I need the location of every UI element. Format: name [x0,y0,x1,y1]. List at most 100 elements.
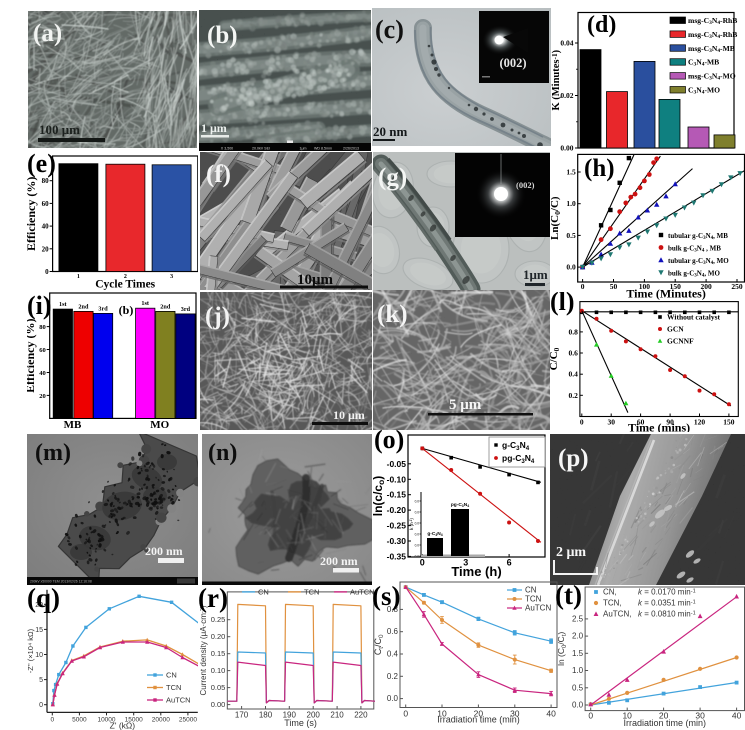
svg-text:3rd: 3rd [181,306,191,313]
svg-text:ln(c/co): ln(c/co) [372,476,386,516]
svg-text:(h): (h) [584,155,615,182]
svg-text:40: 40 [546,709,556,719]
svg-text:0: 0 [403,709,408,719]
svg-text:(l): (l) [550,292,575,316]
svg-text:-0.25: -0.25 [387,521,407,531]
svg-text:200: 200 [700,282,712,291]
svg-text:10: 10 [437,709,447,719]
svg-text:3rd: 3rd [98,305,108,312]
svg-text:(n): (n) [208,440,237,466]
svg-text:0.04: 0.04 [560,39,573,48]
svg-text:tubular g-C3N4, MO: tubular g-C3N4, MO [668,257,729,266]
svg-text:0.15: 0.15 [211,649,226,658]
svg-text:TCN,: TCN, [603,599,622,608]
svg-text:200: 200 [307,711,321,720]
svg-text:(b): (b) [119,303,134,317]
svg-text:(m): (m) [35,440,71,466]
svg-text:60: 60 [637,418,645,427]
svg-text:GCN: GCN [667,325,684,334]
svg-text:0.4: 0.4 [569,370,579,379]
svg-text:C/C0: C/C0 [548,347,561,370]
svg-text:20 nm: 20 nm [373,124,407,139]
svg-text:0.4: 0.4 [387,650,399,659]
svg-text:20: 20 [35,602,43,609]
svg-text:msg-C3N4-MB: msg-C3N4-MB [688,44,735,54]
svg-text:0.0: 0.0 [387,694,399,703]
svg-text:Irradiation time (min): Irradiation time (min) [624,718,707,728]
svg-text:1st: 1st [141,300,150,307]
svg-text:0.0: 0.0 [415,500,420,504]
svg-text:g-C3N4: g-C3N4 [427,531,442,537]
svg-text:(f): (f) [206,161,231,188]
svg-text:60: 60 [39,347,46,354]
svg-text:0.00: 0.00 [560,144,573,153]
svg-text:5000: 5000 [72,716,87,723]
svg-text:Time (Minutes): Time (Minutes) [626,287,705,301]
svg-text:120: 120 [694,418,706,427]
svg-text:0.25: 0.25 [211,615,226,624]
svg-text:0.0: 0.0 [566,263,576,272]
svg-text:2/26/2013: 2/26/2013 [343,147,359,151]
svg-text:TCN: TCN [304,587,319,596]
svg-text:g-C3N4: g-C3N4 [502,440,530,452]
svg-text:0.0: 0.0 [415,511,420,515]
svg-text:(t): (t) [555,580,582,610]
svg-text:1st: 1st [59,301,68,308]
svg-text:-0.05: -0.05 [387,459,407,469]
svg-text:2: 2 [124,274,127,280]
svg-text:pg-C3N4: pg-C3N4 [502,453,535,465]
svg-text:10μm: 10μm [297,272,334,288]
svg-text:CN: CN [525,586,537,595]
svg-text:-0.15: -0.15 [387,490,407,500]
svg-text:msg-C3N4-MO: msg-C3N4-MO [688,72,736,82]
svg-text:WD 8.5mm: WD 8.5mm [314,147,332,151]
svg-text:1.5: 1.5 [566,168,576,177]
svg-text:pg-C3N4: pg-C3N4 [451,502,469,508]
svg-text:-0.35: -0.35 [387,551,407,561]
svg-text:15000: 15000 [125,716,143,723]
svg-text:15: 15 [35,627,43,634]
svg-text:Time (h): Time (h) [451,564,501,579]
svg-text:ln (C0/Ct): ln (C0/Ct) [556,632,568,666]
svg-text:GCNNF: GCNNF [667,337,694,346]
svg-text:bulk g-C3N4 , MB: bulk g-C3N4 , MB [668,245,721,254]
svg-text:-0.30: -0.30 [387,536,407,546]
svg-text:90: 90 [666,418,674,427]
svg-text:MB: MB [64,419,82,431]
svg-text:0.0: 0.0 [415,544,420,548]
svg-text:1: 1 [77,274,80,280]
svg-text:150: 150 [723,418,735,427]
svg-text:0.02: 0.02 [560,91,573,100]
svg-text:-Z'' (×10⁴ kΩ): -Z'' (×10⁴ kΩ) [27,628,35,673]
svg-text:K (Minutes-1): K (Minutes-1) [551,49,562,110]
svg-text:100 μm: 100 μm [39,122,80,137]
svg-text:k = 0.0170 min-1: k = 0.0170 min-1 [638,588,696,597]
svg-text:0.8: 0.8 [569,327,579,336]
svg-text:20: 20 [42,245,50,253]
svg-text:Cycle Times: Cycle Times [95,279,155,291]
svg-text:150: 150 [670,282,682,291]
svg-text:TCN: TCN [166,683,181,692]
svg-text:30: 30 [510,709,520,719]
svg-text:1.5: 1.5 [572,649,584,658]
svg-text:40: 40 [42,223,50,231]
svg-text:0: 0 [588,711,593,721]
svg-text:Ln(C0/C): Ln(C0/C) [551,196,562,240]
svg-text:60: 60 [42,200,50,208]
svg-text:0.0: 0.0 [415,522,420,526]
svg-text:Without catalyst: Without catalyst [667,313,720,322]
svg-text:CN,: CN, [603,588,617,597]
svg-text:1μm: 1μm [523,267,548,282]
svg-text:(g): (g) [378,164,407,191]
svg-text:Ct/C0: Ct/C0 [373,634,385,655]
svg-text:20.0kV SEI: 20.0kV SEI [252,147,270,151]
svg-text:5: 5 [39,677,43,684]
svg-text:0.05: 0.05 [211,683,226,692]
svg-text:1 μm: 1 μm [201,121,227,135]
svg-text:50: 50 [610,282,618,291]
svg-text:100: 100 [639,282,651,291]
svg-text:AuTCN: AuTCN [350,587,375,596]
svg-text:250: 250 [731,282,743,291]
svg-text:0.6: 0.6 [387,627,399,636]
svg-text:30: 30 [607,418,615,427]
